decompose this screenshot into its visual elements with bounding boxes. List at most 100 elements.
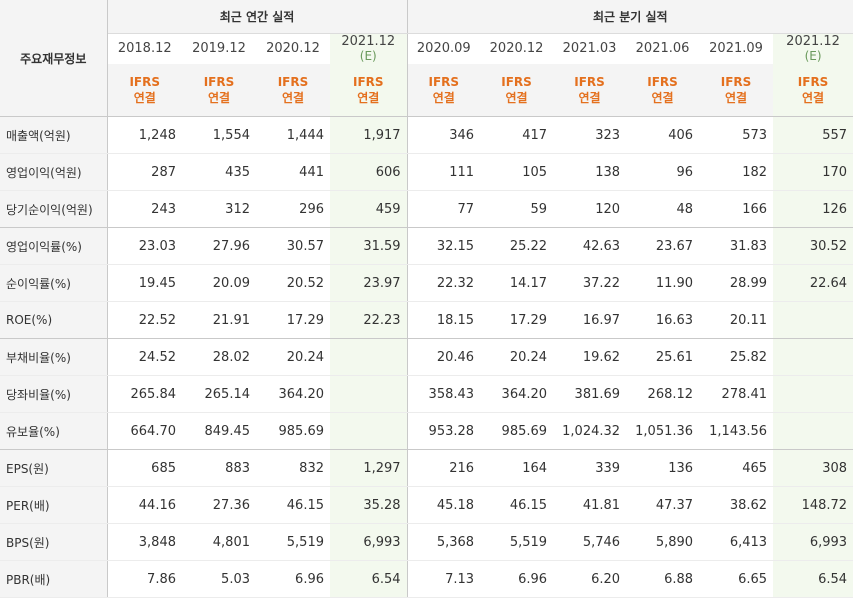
period-label: 2018.12 xyxy=(117,41,172,56)
value-cell: 25.82 xyxy=(699,338,774,376)
value-cell: 20.52 xyxy=(256,264,330,302)
consolidated-label: 연결 xyxy=(578,91,601,105)
period-header: 2018.12 xyxy=(107,33,182,64)
value-cell: 32.15 xyxy=(406,227,481,265)
value-cell: 6,993 xyxy=(773,523,853,561)
table-row: 영업이익률(%) 23.03 27.96 30.57 31.59 32.15 25.22 42… xyxy=(0,227,853,265)
consolidated-label: 연결 xyxy=(281,91,305,105)
value-cell: 23.03 xyxy=(107,227,182,265)
value-cell: 35.28 xyxy=(330,486,408,524)
row-label: 매출액(억원) xyxy=(0,116,108,154)
table-row: PER(배) 44.16 27.36 46.15 35.28 45.18 46.15 41.8… xyxy=(0,486,853,524)
period-label: 2021.06 xyxy=(635,41,690,56)
value-cell: 42.63 xyxy=(553,227,627,265)
value-cell: 45.18 xyxy=(406,486,481,524)
table-row: 부채비율(%) 24.52 28.02 20.24 20.46 20.24 19.62 25.… xyxy=(0,338,853,376)
ifrs-label: IFRS xyxy=(203,75,235,89)
value-cell: 6.88 xyxy=(626,560,700,598)
value-cell xyxy=(330,412,408,450)
value-cell: 4,801 xyxy=(182,523,256,561)
value-cell: 1,297 xyxy=(330,449,408,487)
value-cell: 23.97 xyxy=(330,264,408,302)
value-cell: 31.59 xyxy=(330,227,408,265)
value-cell: 47.37 xyxy=(626,486,700,524)
consolidated-label: 연결 xyxy=(133,91,156,105)
value-cell: 1,917 xyxy=(330,116,408,154)
period-header: 2021.06 xyxy=(626,33,700,64)
value-cell: 364.20 xyxy=(480,375,554,413)
ifrs-label: IFRS xyxy=(797,75,829,89)
period-label: 2020.09 xyxy=(416,41,471,56)
value-cell: 28.02 xyxy=(182,338,256,376)
table-row: ROE(%) 22.52 21.91 17.29 22.23 18.15 17.29 16.9… xyxy=(0,301,853,339)
value-cell: 20.24 xyxy=(480,338,554,376)
consolidated-label: 연결 xyxy=(505,91,528,105)
value-cell xyxy=(773,412,853,450)
value-cell: 606 xyxy=(330,153,408,191)
value-cell: 170 xyxy=(773,153,853,191)
period-label: 2019.12 xyxy=(192,41,246,56)
value-cell: 6.20 xyxy=(553,560,627,598)
row-label: 유보율(%) xyxy=(0,412,108,450)
row-label: ROE(%) xyxy=(0,301,108,339)
annual-group-header: 최근 연간 실적 xyxy=(107,0,408,34)
value-cell: 21.91 xyxy=(182,301,256,339)
table-row: 당좌비율(%) 265.84 265.14 364.20 358.43 364.20 381… xyxy=(0,375,853,413)
consolidated-label: 연결 xyxy=(207,91,231,105)
value-cell: 19.62 xyxy=(553,338,627,376)
ifrs-consolidated-label: IFRS 연결 xyxy=(773,64,853,117)
value-cell: 1,444 xyxy=(256,116,330,154)
period-header: 2021.09 xyxy=(699,33,774,64)
value-cell: 20.11 xyxy=(699,301,774,339)
value-cell: 22.52 xyxy=(107,301,182,339)
table-row: BPS(원) 3,848 4,801 5,519 6,993 5,368 5,519 5,74… xyxy=(0,523,853,561)
value-cell: 25.61 xyxy=(626,338,700,376)
value-cell: 6.54 xyxy=(773,560,853,598)
value-cell: 364.20 xyxy=(256,375,330,413)
stub-header: 주요재무정보 xyxy=(0,0,108,117)
period-label: 2021.09 xyxy=(709,41,763,56)
value-cell: 849.45 xyxy=(182,412,256,450)
value-cell: 38.62 xyxy=(699,486,774,524)
value-cell: 48 xyxy=(626,190,700,228)
value-cell: 3,848 xyxy=(107,523,182,561)
value-cell: 25.22 xyxy=(480,227,554,265)
value-cell: 1,554 xyxy=(182,116,256,154)
value-cell: 164 xyxy=(480,449,554,487)
value-cell: 883 xyxy=(182,449,256,487)
value-cell xyxy=(773,301,853,339)
value-cell: 23.67 xyxy=(626,227,700,265)
table-row: PBR(배) 7.86 5.03 6.96 6.54 7.13 6.96 6.20 6.88 6.… xyxy=(0,560,853,598)
estimate-mark: (E) xyxy=(804,49,822,63)
ifrs-consolidated-label: IFRS 연결 xyxy=(406,64,481,117)
period-header: 2021.03 xyxy=(553,33,627,64)
value-cell: 441 xyxy=(256,153,330,191)
ifrs-label: IFRS xyxy=(647,75,678,89)
value-cell: 20.09 xyxy=(182,264,256,302)
ifrs-label: IFRS xyxy=(277,75,309,89)
value-cell: 44.16 xyxy=(107,486,182,524)
ifrs-label: IFRS xyxy=(129,75,161,89)
value-cell xyxy=(330,375,408,413)
row-label: 당좌비율(%) xyxy=(0,375,108,413)
value-cell: 24.52 xyxy=(107,338,182,376)
row-label: BPS(원) xyxy=(0,523,108,561)
value-cell: 312 xyxy=(182,190,256,228)
ifrs-consolidated-label: IFRS 연결 xyxy=(480,64,554,117)
value-cell xyxy=(330,338,408,376)
value-cell xyxy=(773,338,853,376)
value-cell: 5,519 xyxy=(480,523,554,561)
period-header: 2020.12 xyxy=(256,33,330,64)
value-cell: 832 xyxy=(256,449,330,487)
value-cell: 19.45 xyxy=(107,264,182,302)
value-cell: 1,248 xyxy=(107,116,182,154)
quarter-group-header: 최근 분기 실적 xyxy=(406,0,853,34)
consolidated-label: 연결 xyxy=(725,91,748,105)
value-cell: 5,519 xyxy=(256,523,330,561)
row-label: PBR(배) xyxy=(0,560,108,598)
value-cell: 11.90 xyxy=(626,264,700,302)
period-label: 2020.12 xyxy=(489,41,544,56)
period-header: 2020.09 xyxy=(406,33,481,64)
value-cell: 5,890 xyxy=(626,523,700,561)
